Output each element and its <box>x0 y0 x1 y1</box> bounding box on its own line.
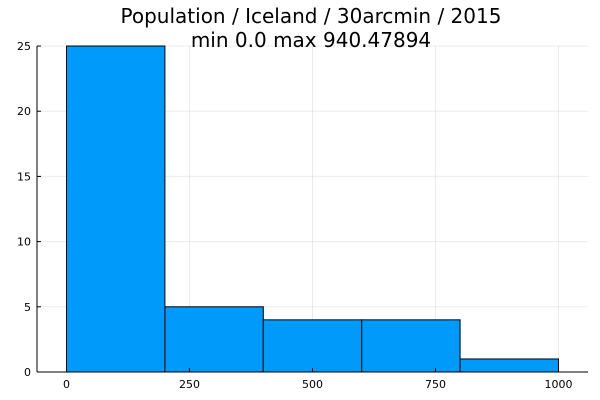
y-tick-label-3: 15 <box>17 170 31 183</box>
y-axis-ticks: 0 5 10 15 20 25 <box>17 40 41 379</box>
histogram-bars <box>66 45 559 373</box>
histogram-bar-4 <box>459 358 559 373</box>
histogram-bar-2 <box>262 319 363 373</box>
x-tick-label-3: 750 <box>425 378 446 391</box>
x-tick-label-1: 250 <box>179 378 200 391</box>
x-tick-label-0: 0 <box>63 378 70 391</box>
chart-subtitle: min 0.0 max 940.47894 <box>191 28 431 52</box>
histogram-bar-0 <box>66 45 166 373</box>
x-tick-label-2: 500 <box>302 378 323 391</box>
histogram-bar-3 <box>361 319 461 373</box>
y-tick-label-1: 5 <box>24 301 31 314</box>
x-axis-ticks: 0 250 500 750 1000 <box>63 368 572 391</box>
y-tick-label-5: 25 <box>17 40 31 53</box>
chart-title: Population / Iceland / 30arcmin / 2015 <box>121 4 502 28</box>
y-tick-label-4: 20 <box>17 105 31 118</box>
histogram-bar-1 <box>164 306 264 373</box>
y-tick-label-2: 10 <box>17 236 31 249</box>
x-tick-label-4: 1000 <box>544 378 572 391</box>
y-tick-label-0: 0 <box>24 366 31 379</box>
